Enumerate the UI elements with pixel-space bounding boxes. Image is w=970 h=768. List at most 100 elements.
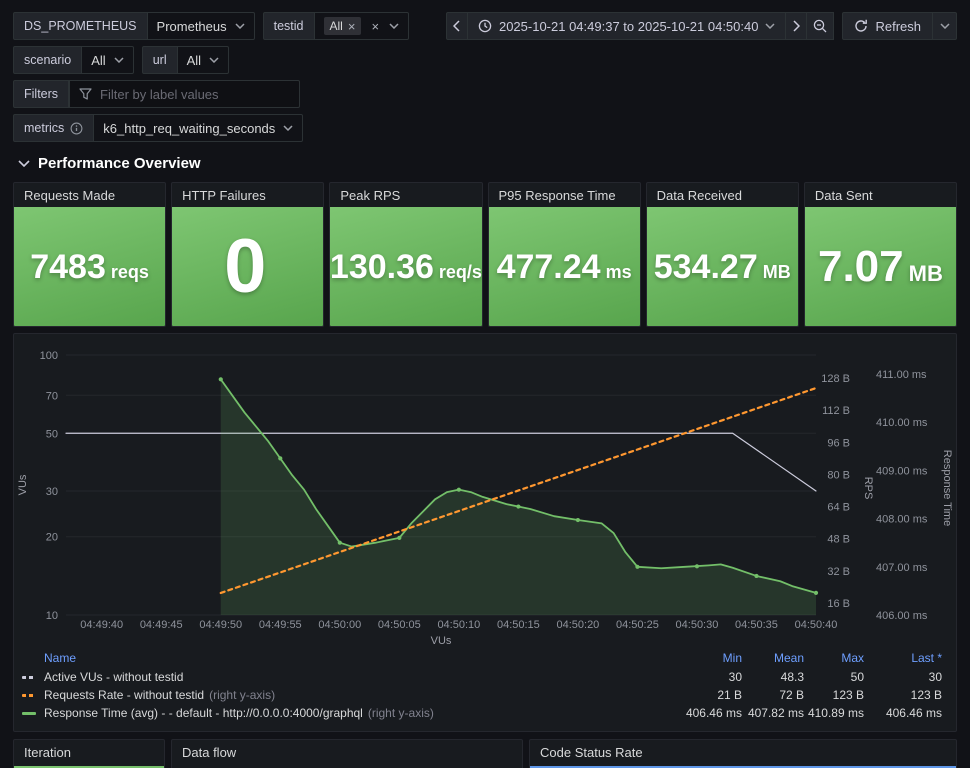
time-controls: 2025-10-21 04:49:37 to 2025-10-21 04:50:…: [445, 12, 835, 40]
zoom-out-button[interactable]: [806, 12, 835, 40]
refresh-button[interactable]: Refresh: [842, 12, 933, 40]
filters-label: Filters: [13, 80, 70, 108]
collapse-chevron-icon: [18, 160, 30, 167]
metrics-select[interactable]: k6_http_req_waiting_seconds: [94, 114, 304, 142]
legend-value-mean: 72 B: [779, 688, 804, 702]
section-title: Performance Overview: [38, 155, 201, 172]
legend-col-last[interactable]: Last *: [911, 651, 942, 665]
panel-title[interactable]: Requests Made: [24, 188, 116, 203]
stat-value: 7.07 MB: [817, 241, 943, 291]
url-variable: url All: [141, 46, 230, 74]
tick-label: 04:50:00: [318, 619, 361, 631]
stat-unit: reqs: [110, 261, 149, 282]
stat-value: 7483 reqs: [30, 247, 149, 286]
refresh-interval-dropdown[interactable]: [933, 12, 957, 40]
remove-tag-icon[interactable]: ×: [347, 18, 356, 34]
magnifier-minus-icon: [814, 19, 827, 33]
legend-col-max[interactable]: Max: [841, 651, 864, 665]
legend-value-mean: 407.82 ms: [747, 706, 804, 720]
filter-input[interactable]: [100, 86, 291, 102]
legend-value-last: 123 B: [910, 688, 942, 702]
chevron-left-icon: [453, 20, 460, 32]
panel-title[interactable]: P95 Response Time: [498, 188, 616, 203]
scenario-value: All: [91, 52, 106, 68]
tick-label: 112 B: [822, 405, 850, 417]
tick-label: 04:49:55: [259, 619, 302, 631]
panel-title[interactable]: Data Sent: [814, 188, 873, 203]
legend-series-name[interactable]: Response Time (avg) - - default - http:/…: [44, 706, 434, 720]
stat-unit: MB: [762, 261, 791, 282]
legend-col-mean[interactable]: Mean: [773, 651, 804, 665]
legend-row-requests-rate: Requests Rate - without testid (right y-a…: [22, 686, 942, 704]
panel-data-flow: Data flow: [171, 739, 523, 768]
legend-value-max: 410.89 ms: [807, 706, 864, 720]
time-range-picker-button[interactable]: 2025-10-21 04:49:37 to 2025-10-21 04:50:…: [466, 12, 787, 40]
timeseries-chart[interactable]: 100 70 50 30 20 10 16 B 32 B 48 B 64 B 80 B 96 B 112…: [14, 338, 956, 650]
section-performance-overview[interactable]: Performance Overview: [18, 155, 957, 172]
time-range-text: 2025-10-21 04:49:37 to 2025-10-21 04:50:…: [498, 18, 759, 34]
panel-title[interactable]: Peak RPS: [340, 188, 401, 203]
filter-input-container[interactable]: [69, 80, 301, 108]
iteration-stat-area: [14, 766, 164, 768]
url-select[interactable]: All: [177, 46, 230, 74]
tick-label: 410.00 ms: [876, 417, 928, 429]
legend-col-min[interactable]: Min: [722, 651, 742, 665]
legend-value-max: 123 B: [832, 688, 864, 702]
x-axis-title: VUs: [431, 635, 452, 647]
series-line-0: [65, 432, 817, 492]
tick-label: 04:50:10: [437, 619, 480, 631]
testid-selected-tag[interactable]: All ×: [323, 17, 362, 35]
stat-value-area: 7483 reqs: [14, 207, 166, 326]
tick-label: 407.00 ms: [876, 562, 928, 574]
testid-select[interactable]: All × ×: [314, 12, 410, 40]
filters-variable: Filters: [13, 80, 301, 108]
series-point: [397, 535, 402, 540]
stat-value: 0: [224, 223, 267, 309]
clear-selection-icon[interactable]: ×: [371, 18, 380, 34]
testid-label: testid: [262, 12, 315, 40]
legend-header: Name Min Mean Max Last *: [22, 650, 942, 668]
time-shift-back-button[interactable]: [445, 12, 468, 40]
legend-row-active-vus: Active VUs - without testid 30 48.3 50 3…: [22, 668, 942, 686]
metrics-label-chip: metrics: [13, 114, 95, 142]
series-fill-1: [220, 379, 816, 615]
stat-value-area: 0: [172, 207, 324, 326]
tick-label: 80 B: [827, 469, 850, 481]
chevron-down-icon: [765, 23, 775, 29]
status-rate-bar: [530, 766, 956, 768]
series-point: [218, 377, 223, 382]
panel-title[interactable]: Iteration: [24, 745, 71, 760]
panel-title[interactable]: Data Received: [656, 188, 742, 203]
tick-label: 10: [46, 610, 58, 622]
filters-row: Filters: [13, 80, 957, 108]
tick-label: 128 B: [821, 373, 850, 385]
tick-label: 04:50:15: [497, 619, 540, 631]
stat-value-area: 7.07 MB: [804, 207, 956, 326]
tick-label: 411.00 ms: [876, 369, 927, 381]
datasource-select[interactable]: Prometheus: [147, 12, 255, 40]
legend-value-mean: 48.3: [780, 670, 804, 684]
tick-label: 04:49:45: [140, 619, 183, 631]
panel-title[interactable]: Data flow: [182, 745, 237, 760]
refresh-controls: Refresh: [842, 12, 957, 40]
time-shift-forward-button[interactable]: [785, 12, 808, 40]
legend-series-name[interactable]: Requests Rate - without testid (right y-a…: [44, 688, 276, 702]
tick-label: 32 B: [827, 566, 850, 578]
legend-col-name[interactable]: Name: [44, 651, 77, 665]
metrics-value: k6_http_req_waiting_seconds: [103, 120, 276, 136]
panel-title[interactable]: HTTP Failures: [182, 188, 266, 203]
legend-value-min: 30: [728, 670, 742, 684]
variables-row: scenario All url All: [13, 46, 957, 74]
tick-label: 04:49:40: [80, 619, 123, 631]
url-label: url: [141, 46, 178, 74]
series-point: [516, 504, 521, 509]
tick-label: 96 B: [827, 437, 850, 449]
scenario-select[interactable]: All: [82, 46, 134, 74]
scenario-variable: scenario All: [13, 46, 134, 74]
tick-label: 04:50:30: [676, 619, 719, 631]
panel-title[interactable]: Code Status Rate: [540, 745, 643, 760]
testid-variable: testid All × ×: [262, 12, 410, 40]
legend-series-name[interactable]: Active VUs - without testid: [44, 670, 184, 684]
tick-label: 16 B: [827, 598, 850, 610]
series-point: [813, 590, 819, 595]
